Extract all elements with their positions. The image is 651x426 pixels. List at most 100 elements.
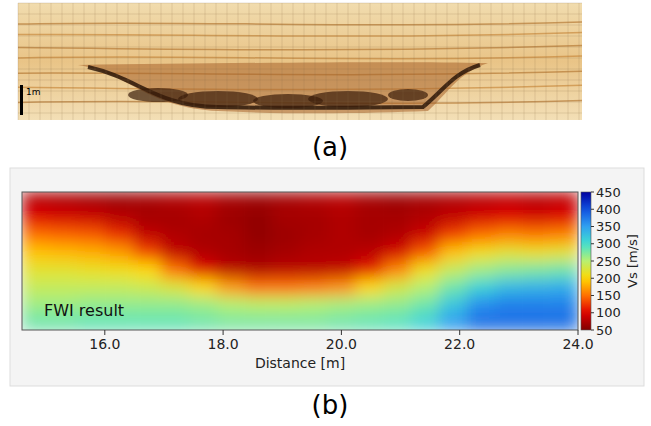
cell [189, 209, 217, 227]
photo-grid [447, 3, 448, 120]
cell [78, 209, 106, 227]
scale-label: 1m [26, 87, 41, 97]
cell [161, 313, 189, 330]
photo-grid [227, 3, 228, 120]
cell [161, 192, 189, 210]
photo-grid [18, 3, 582, 4]
cell [217, 209, 245, 227]
cell [550, 261, 578, 279]
cell [50, 261, 78, 279]
photo-grid [403, 3, 404, 120]
cell [272, 296, 300, 314]
cell [328, 278, 356, 296]
cell [550, 313, 578, 330]
cell [411, 278, 439, 296]
cell [411, 261, 439, 279]
cell [300, 192, 328, 210]
cell [439, 278, 467, 296]
colorbar-tick-label: 450 [596, 185, 621, 200]
cell [133, 278, 161, 296]
cell [522, 313, 550, 330]
colorbar-title: Vs [m/s] [625, 234, 640, 288]
photo-grid [271, 3, 272, 120]
cell [411, 244, 439, 262]
cell [356, 313, 384, 330]
cell [495, 261, 523, 279]
colorbar-tick-label: 300 [596, 236, 621, 251]
cell [105, 278, 133, 296]
plot-area [22, 192, 578, 330]
cell [217, 244, 245, 262]
cell [22, 209, 50, 227]
photo-grid [557, 3, 558, 120]
photo-grid [359, 3, 360, 120]
colorbar-tick-label: 350 [596, 219, 621, 234]
photo-grid [95, 3, 96, 120]
cell [467, 278, 495, 296]
cell [550, 278, 578, 296]
cell [272, 278, 300, 296]
cell [383, 261, 411, 279]
x-tick [459, 330, 460, 335]
cell [356, 296, 384, 314]
cell [383, 244, 411, 262]
cell [550, 296, 578, 314]
photo-background [18, 3, 582, 120]
cell [522, 278, 550, 296]
cell [356, 261, 384, 279]
cell [328, 313, 356, 330]
cell [383, 227, 411, 245]
cell [522, 296, 550, 314]
cell [161, 227, 189, 245]
photo-grid [337, 3, 338, 120]
cell [411, 227, 439, 245]
cell [383, 192, 411, 210]
photo-grid [128, 3, 129, 120]
photo-grid [315, 3, 316, 120]
cell [495, 192, 523, 210]
cell [383, 313, 411, 330]
x-axis-title: Distance [m] [255, 355, 345, 371]
cell [272, 244, 300, 262]
cell [467, 227, 495, 245]
cell [383, 296, 411, 314]
cell [22, 192, 50, 210]
cell [133, 244, 161, 262]
photo-grid [18, 47, 582, 48]
cell [105, 244, 133, 262]
cell [272, 227, 300, 245]
cell [550, 192, 578, 210]
photo-grid [568, 3, 569, 120]
x-tick [341, 330, 342, 335]
cell [272, 313, 300, 330]
cell [383, 278, 411, 296]
cell [495, 227, 523, 245]
cell [22, 244, 50, 262]
panel-label: (b) [312, 390, 349, 420]
cell [495, 278, 523, 296]
cell [550, 244, 578, 262]
colorbar-tick [591, 226, 594, 227]
channel-fill [78, 62, 488, 113]
scale-bar [20, 85, 23, 115]
cell [300, 296, 328, 314]
cell [244, 192, 272, 210]
photo-grid [216, 3, 217, 120]
photo-grid [150, 3, 151, 120]
photo-grid [392, 3, 393, 120]
panel-a: 1m [18, 3, 582, 120]
cell [133, 192, 161, 210]
colorbar-tick [591, 278, 594, 279]
cell [105, 261, 133, 279]
cell [161, 278, 189, 296]
photo-grid [29, 3, 30, 120]
colorbar-tick-label: 100 [596, 305, 621, 320]
photo-grid [436, 3, 437, 120]
photo-grid [18, 113, 582, 114]
cell [328, 261, 356, 279]
cell [411, 313, 439, 330]
colorbar-tick [591, 330, 594, 331]
photo-grid [249, 3, 250, 120]
plot-frame [22, 192, 578, 330]
photo-grid [73, 3, 74, 120]
